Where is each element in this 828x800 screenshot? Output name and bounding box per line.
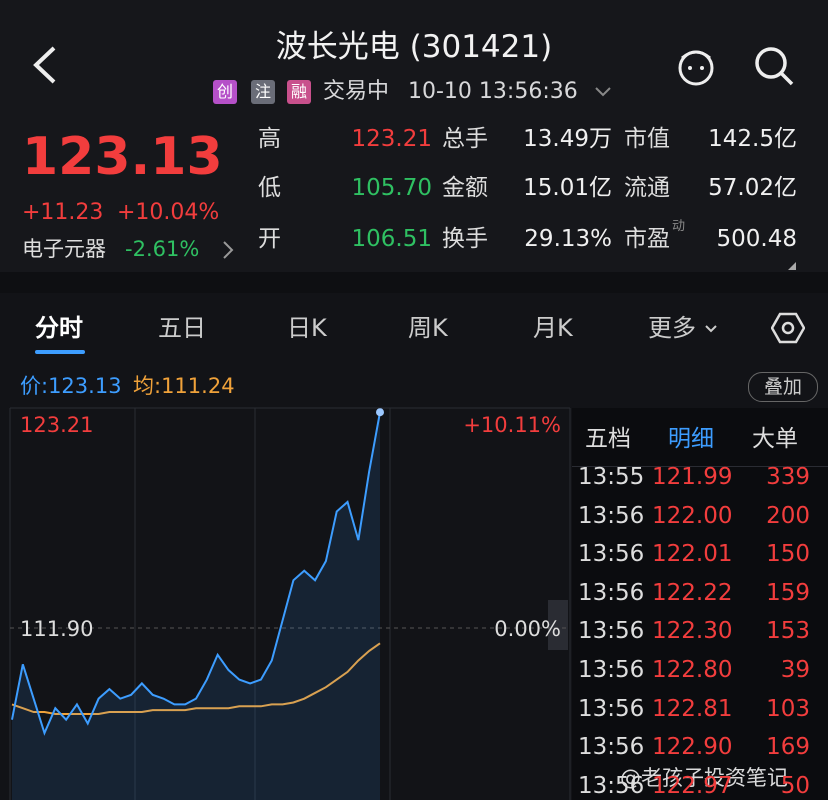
trade-time: 13:56: [578, 541, 645, 568]
chevron[interactable]: [594, 86, 612, 98]
detail-tab[interactable]: 大单: [752, 426, 798, 452]
last-point: [376, 408, 384, 417]
stat-label: 开: [258, 226, 281, 252]
stat-value: 57.02亿: [708, 175, 797, 201]
stat-label: 市盈: [624, 226, 670, 252]
period-tab[interactable]: 日K: [287, 314, 327, 342]
period-tab[interactable]: 更多: [648, 314, 696, 342]
period-tab[interactable]: 分时: [35, 314, 83, 342]
trade-price: 122.81: [652, 695, 733, 722]
period-tab[interactable]: 五日: [158, 314, 206, 342]
sector-change: -2.61%: [125, 237, 200, 261]
overlay-button[interactable]: 叠加: [748, 372, 818, 402]
watermark: @老孩子投资笔记: [620, 766, 788, 790]
detail-panel: [572, 408, 828, 800]
stat-value: 15.01亿: [523, 175, 612, 201]
period-tab[interactable]: 月K: [533, 314, 573, 342]
trade-time: 13:56: [578, 695, 645, 722]
stat-value: 29.13%: [524, 226, 612, 252]
trade-time: 13:56: [578, 772, 645, 799]
more-chevron: [704, 318, 718, 341]
stat-value: 142.5亿: [708, 126, 797, 152]
trade-volume: 339: [766, 464, 810, 490]
trade-volume: 39: [780, 657, 810, 683]
stat-note: 动: [672, 219, 686, 234]
trade-volume: 159: [766, 579, 810, 606]
trade-volume: 103: [766, 695, 810, 722]
search-icon[interactable]: [752, 44, 796, 88]
trade-volume: 50: [780, 772, 810, 799]
trade-volume: 153: [766, 618, 810, 645]
stat-label: 总手: [442, 126, 488, 152]
trade-time: 13:56: [578, 579, 645, 606]
stat-value: 13.49万: [523, 126, 612, 152]
last-price: 123.13: [22, 127, 223, 187]
detail-divider: [572, 466, 828, 467]
trade-time: 13:56: [578, 618, 645, 645]
sector[interactable]: 电子元器: [22, 237, 106, 261]
trade-price: 122.00: [652, 502, 733, 529]
price-line: [11, 412, 381, 736]
trade-price: 122.80: [652, 657, 733, 683]
trade-volume: 169: [766, 734, 810, 761]
tag: 创: [213, 80, 237, 104]
top-pct-label: +10.11%: [463, 413, 561, 437]
price-area: [12, 412, 380, 800]
stat-value: 500.48: [716, 226, 797, 252]
trade-time: 13:56: [578, 734, 645, 761]
mid-pct-label: 0.00%: [494, 617, 561, 641]
trade-time: 13:56: [578, 657, 645, 683]
period-tab[interactable]: 周K: [408, 314, 448, 342]
stat-value: 105.70: [351, 175, 432, 201]
price-change-pct: +10.04%: [117, 200, 220, 225]
trade-price: 122.01: [652, 541, 733, 568]
stat-label: 低: [258, 175, 281, 201]
mid-price-label: 111.90: [20, 617, 94, 641]
legend-price: 价:123.13: [20, 374, 122, 398]
avatar-icon[interactable]: [674, 44, 718, 88]
back-button[interactable]: [28, 44, 62, 86]
trade-volume: 200: [766, 502, 810, 529]
stat-label: 高: [258, 126, 281, 152]
sector-arrow[interactable]: [222, 240, 234, 260]
trade-price: 122.90: [652, 734, 733, 761]
active-tab-underline: [35, 350, 85, 354]
trade-status: 交易中: [323, 79, 390, 104]
stat-label: 流通: [624, 175, 670, 201]
stock-title: 波长光电 (301421): [275, 29, 553, 65]
trade-price: 122.97: [652, 772, 733, 799]
trade-volume: 150: [766, 541, 810, 568]
stat-label: 金额: [442, 175, 488, 201]
panel-handle[interactable]: [548, 600, 568, 650]
tag: 融: [287, 80, 311, 104]
legend-average: 均:111.24: [133, 374, 235, 398]
stat-value: 123.21: [351, 126, 432, 152]
trade-time: 13:55: [578, 464, 645, 490]
corner-mark: [788, 262, 796, 270]
tag: 注: [251, 80, 275, 104]
stat-value: 106.51: [351, 226, 432, 252]
average-line: [11, 642, 381, 715]
price-change: +11.23: [22, 200, 104, 225]
stat-label: 换手: [442, 226, 488, 252]
detail-tab[interactable]: 五档: [585, 426, 631, 452]
trade-price: 122.30: [652, 618, 733, 645]
detail-tab[interactable]: 明细: [668, 426, 714, 452]
stat-label: 市值: [624, 126, 670, 152]
header-bg: [0, 0, 828, 272]
trade-price: 122.22: [652, 579, 733, 606]
trade-price: 121.99: [652, 464, 733, 490]
top-price-label: 123.21: [20, 413, 94, 437]
datetime: 10-10 13:56:36: [408, 79, 578, 104]
trade-time: 13:56: [578, 502, 645, 529]
settings-icon[interactable]: [771, 311, 805, 345]
